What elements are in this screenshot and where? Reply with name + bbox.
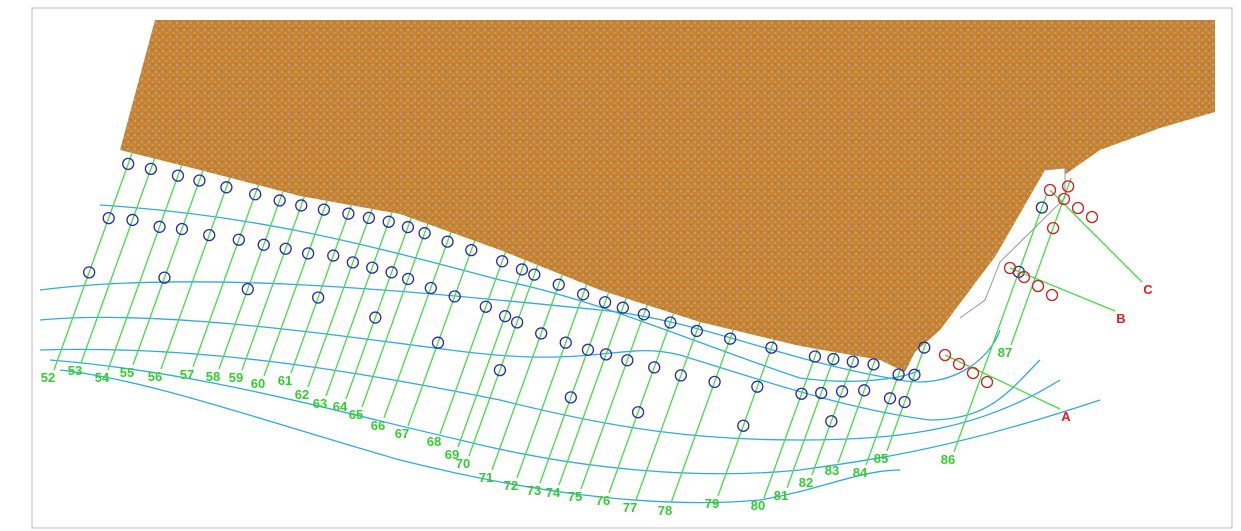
transect-label: 59 (229, 370, 243, 385)
transect (458, 260, 525, 447)
transect-label: 87 (998, 345, 1012, 360)
transect-label: 62 (295, 387, 309, 402)
transect-label: 75 (568, 489, 582, 504)
transect-label: 58 (206, 369, 220, 384)
transect-label: 65 (349, 407, 363, 422)
transect-label: 66 (371, 418, 385, 433)
transect (838, 359, 875, 463)
transect (540, 293, 609, 483)
transect-label: 85 (874, 451, 888, 466)
transect (193, 185, 258, 367)
transect-label: 63 (313, 396, 327, 411)
profile-line (1050, 190, 1142, 282)
transect-label: 78 (658, 503, 672, 518)
transect-label: 64 (333, 399, 348, 414)
profile-label: A (1061, 409, 1071, 424)
transect (384, 232, 451, 418)
profile-station (1033, 281, 1044, 292)
profile-station (1073, 203, 1084, 214)
transect-label: 53 (68, 363, 82, 378)
transect-label: 84 (853, 465, 868, 480)
transect-label: 86 (941, 452, 955, 467)
transect-label: 73 (527, 483, 541, 498)
transect-label: 56 (148, 369, 162, 384)
transect-label: 68 (427, 434, 441, 449)
transect-label: 76 (596, 493, 610, 508)
transect-label: 80 (751, 498, 765, 513)
transect (362, 224, 428, 407)
transect-label: 55 (120, 365, 134, 380)
transect-label: 83 (825, 463, 839, 478)
transect-label: 61 (278, 373, 292, 388)
transect-label: 74 (546, 485, 561, 500)
profile-station (1087, 212, 1098, 223)
profile-station (968, 368, 979, 379)
transect-label: 82 (799, 475, 813, 490)
transect (81, 159, 155, 363)
profile-label: C (1143, 282, 1153, 297)
transect-label: 57 (180, 367, 194, 382)
profile-station (1047, 290, 1058, 301)
transect (346, 218, 411, 399)
profile-label: B (1116, 311, 1125, 326)
transect (469, 265, 538, 456)
transect-label: 72 (504, 478, 518, 493)
survey-map: 5253545556575859606162636465666768697071… (0, 0, 1241, 531)
transect (264, 201, 327, 376)
transect-label: 77 (623, 500, 637, 515)
transect-label: 60 (251, 376, 265, 391)
transect (326, 213, 392, 396)
transect (291, 205, 351, 373)
transect (133, 171, 203, 365)
transect (408, 241, 475, 426)
transect (671, 330, 733, 503)
transect (108, 165, 182, 370)
transect-label: 54 (95, 370, 110, 385)
transect (492, 275, 562, 470)
transect-label: 81 (774, 488, 788, 503)
transect (812, 356, 855, 475)
transect-label: 79 (705, 496, 719, 511)
transect-label: 67 (395, 426, 409, 441)
transect-label: 71 (479, 470, 493, 485)
profile-station (982, 377, 993, 388)
transect (609, 314, 674, 493)
transect-label: 70 (456, 456, 470, 471)
transect (161, 178, 230, 369)
transect-label: 52 (41, 370, 55, 385)
profile-line (945, 355, 1060, 409)
